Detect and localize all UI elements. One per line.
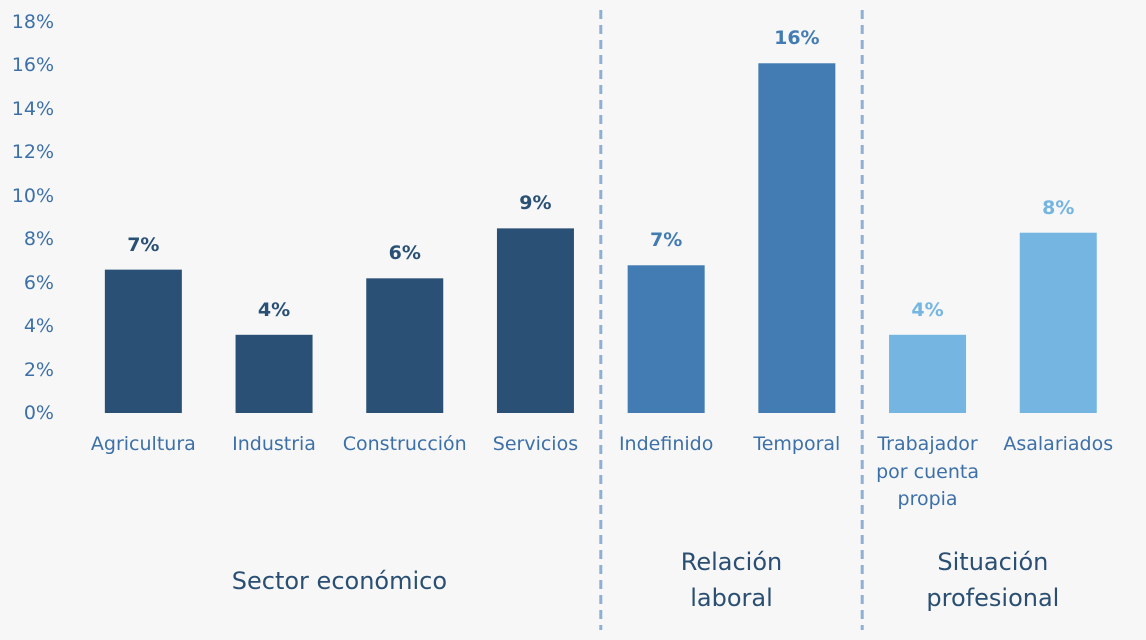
- y-tick-label: 8%: [23, 228, 54, 251]
- x-tick-label: Indefinido: [618, 433, 714, 455]
- x-tick-label: Trabajador por cuenta propia: [876, 433, 979, 511]
- y-tick-label: 6%: [23, 271, 54, 294]
- y-tick-label: 10%: [11, 184, 54, 207]
- x-tick-label: Temporal: [753, 433, 841, 455]
- bar: [104, 269, 182, 413]
- value-label: 4%: [257, 298, 291, 321]
- value-label: 16%: [774, 27, 820, 50]
- value-label: 8%: [1042, 196, 1075, 219]
- bar: [758, 63, 836, 414]
- y-tick-label: 4%: [23, 315, 54, 338]
- y-tick-label: 14%: [11, 97, 54, 120]
- bar: [627, 265, 705, 413]
- bar: [366, 278, 444, 413]
- group-label: Relación laboral: [680, 548, 783, 612]
- value-label: 7%: [127, 233, 160, 256]
- y-tick-label: 2%: [23, 358, 54, 381]
- group-label: Situación profesional: [926, 548, 1060, 612]
- bar: [496, 228, 574, 413]
- x-tick-label: Asalariados: [1003, 433, 1114, 455]
- y-tick-label: 0%: [23, 402, 54, 424]
- bar: [889, 334, 967, 413]
- bar: [235, 334, 313, 413]
- x-tick-label: Agricultura: [90, 433, 196, 455]
- x-tick-label: Servicios: [492, 433, 579, 455]
- bar: [1019, 232, 1097, 413]
- y-tick-label: 18%: [11, 11, 54, 33]
- value-label: 7%: [650, 229, 683, 252]
- group-label: Sector económico: [231, 567, 448, 595]
- y-tick-label: 16%: [11, 54, 54, 77]
- x-tick-label: Industria: [232, 433, 316, 455]
- value-label: 9%: [519, 192, 552, 215]
- y-tick-label: 12%: [11, 141, 54, 164]
- value-label: 4%: [911, 298, 944, 321]
- value-label: 6%: [388, 242, 421, 265]
- x-tick-label: Construcción: [342, 433, 467, 455]
